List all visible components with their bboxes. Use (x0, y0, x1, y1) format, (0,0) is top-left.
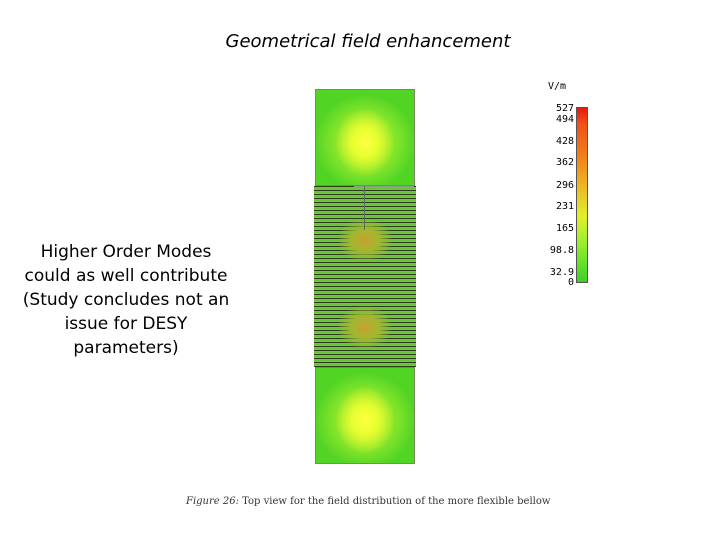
bellow-field-region (314, 186, 416, 367)
cavity-top-field (315, 89, 415, 186)
colorbar-tick: 428 (555, 136, 574, 147)
colorbar-tick: 362 (555, 157, 574, 168)
colorbar-tick: 527 (555, 103, 574, 114)
colorbar-tick: 296 (555, 180, 574, 191)
colorbar-tick: 165 (555, 223, 574, 234)
field-distribution-plot (314, 89, 416, 464)
colorbar-units: V/m (548, 81, 567, 92)
field-simulation-figure: V/m 527 494 428 362 296 231 165 98.8 32.… (300, 78, 600, 473)
figure-caption-label: Figure 26: (186, 496, 239, 507)
probe-marker (354, 186, 414, 187)
side-note: Higher Order Modes could as well contrib… (8, 240, 244, 360)
side-note-line: parameters) (73, 338, 179, 358)
side-note-line: Higher Order Modes (40, 242, 212, 262)
figure-caption: Figure 26: Top view for the field distri… (186, 496, 550, 507)
figure-caption-text: Top view for the field distribution of t… (242, 496, 551, 507)
colorbar-tick: 231 (555, 201, 574, 212)
cavity-bottom-field (315, 367, 415, 464)
colorbar-tick: 0 (567, 277, 574, 288)
colorbar-tick: 494 (555, 114, 574, 125)
side-note-line: (Study concludes not an (22, 290, 230, 310)
side-note-line: issue for DESY (64, 314, 188, 334)
colorbar-gradient (576, 107, 588, 283)
colorbar-legend: V/m 527 494 428 362 296 231 165 98.8 32.… (536, 78, 600, 298)
colorbar-tick: 98.8 (549, 245, 574, 256)
slide-title: Geometrical field enhancement (225, 31, 511, 52)
colorbar-tick: 32.9 (549, 267, 574, 278)
side-note-line: could as well contribute (24, 266, 228, 286)
probe-line (364, 186, 365, 230)
